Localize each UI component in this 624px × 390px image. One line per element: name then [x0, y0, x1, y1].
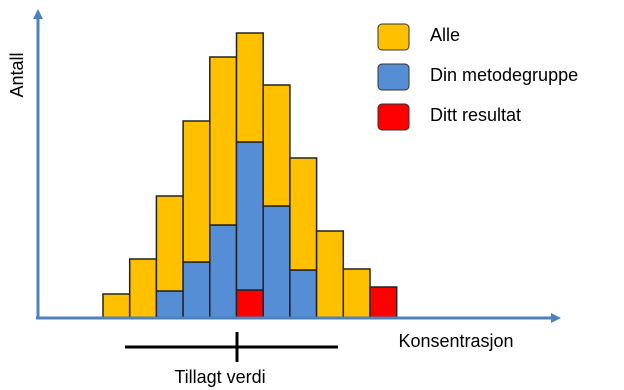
legend-label: Alle — [430, 25, 460, 45]
legend-swatch — [377, 63, 410, 91]
bar-segment — [235, 141, 264, 291]
bar-segment — [209, 56, 238, 226]
bar-segment — [155, 290, 184, 319]
annotation: Tillagt verdi — [174, 367, 265, 387]
bar-segment — [342, 268, 371, 319]
bar-segment — [262, 84, 291, 207]
bar-segment — [128, 258, 158, 319]
legend-label: Ditt resultat — [430, 105, 521, 125]
y-axis-label: Antall — [7, 52, 27, 97]
legend: Alle Din metodegruppe Ditt resultat — [377, 23, 578, 131]
legend-label: Din metodegruppe — [430, 65, 578, 85]
legend-swatch — [377, 23, 410, 51]
bar-segment — [289, 269, 318, 319]
x-axis-label: Konsentrasjon — [398, 331, 513, 351]
bar-segment — [262, 205, 291, 319]
bar-segment — [155, 195, 184, 292]
bar-segment — [182, 120, 211, 263]
bars — [102, 32, 398, 319]
bar-segment — [235, 289, 264, 319]
bar-segment — [289, 157, 318, 271]
legend-swatch — [377, 103, 410, 131]
bar-segment — [182, 261, 211, 319]
bar-segment — [315, 230, 345, 319]
bar-segment — [369, 286, 398, 319]
bar-segment — [209, 224, 238, 319]
bar-segment — [102, 293, 131, 319]
bar-segment — [235, 32, 264, 143]
